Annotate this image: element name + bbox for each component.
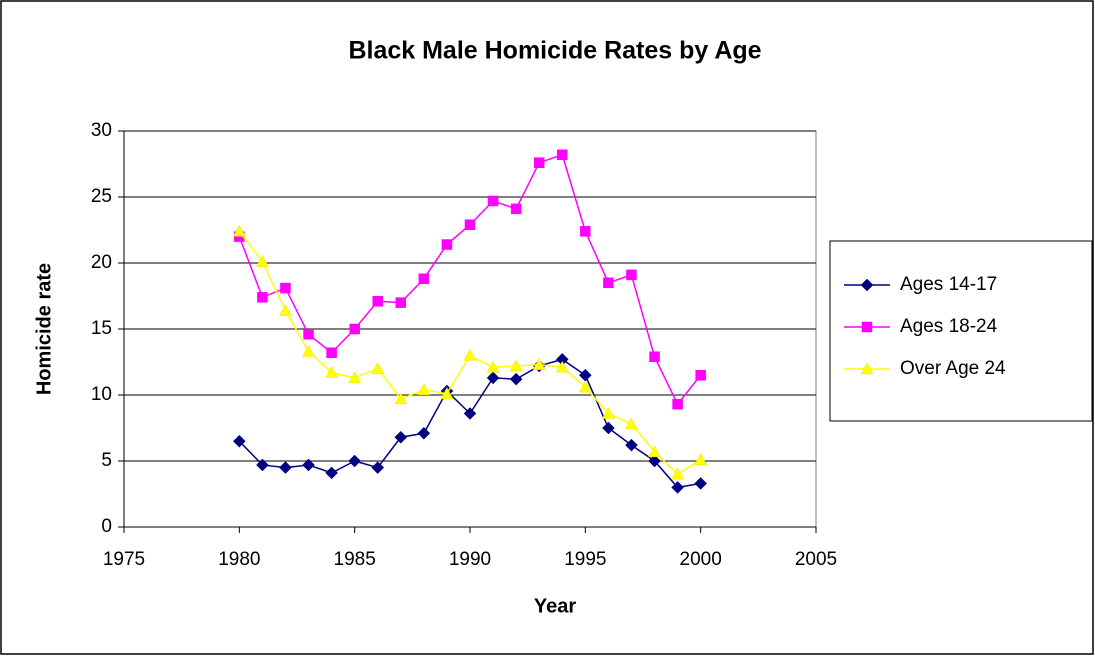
marker bbox=[394, 392, 408, 405]
chart-title: Black Male Homicide Rates by Age bbox=[348, 37, 761, 65]
marker bbox=[648, 454, 661, 468]
marker bbox=[302, 458, 315, 472]
marker bbox=[232, 434, 246, 448]
y-tick-label: 5 bbox=[101, 450, 112, 471]
marker bbox=[695, 369, 706, 381]
x-tick-label: 1995 bbox=[564, 549, 606, 570]
marker bbox=[302, 344, 315, 357]
marker bbox=[279, 303, 292, 316]
y-axis-title: Homicide rate bbox=[33, 263, 55, 395]
y-tick-label: 30 bbox=[91, 120, 112, 141]
marker bbox=[671, 481, 684, 494]
marker bbox=[648, 445, 661, 458]
y-tick-label: 10 bbox=[91, 384, 112, 405]
y-tick-label: 25 bbox=[91, 186, 112, 207]
marker bbox=[257, 292, 268, 303]
marker bbox=[348, 371, 362, 384]
marker bbox=[626, 269, 637, 281]
marker bbox=[395, 297, 407, 308]
marker bbox=[509, 372, 523, 386]
y-tick-label: 15 bbox=[91, 318, 112, 339]
marker bbox=[325, 466, 338, 480]
marker bbox=[372, 296, 383, 307]
marker bbox=[860, 278, 874, 292]
marker bbox=[440, 387, 454, 399]
y-tick-label: 20 bbox=[91, 252, 112, 273]
legend-label: Ages 18-24 bbox=[900, 316, 998, 337]
marker bbox=[671, 467, 685, 480]
marker bbox=[533, 157, 545, 168]
x-axis-title: Year bbox=[534, 595, 576, 617]
marker bbox=[601, 406, 615, 419]
marker bbox=[861, 321, 873, 333]
legend-label: Ages 14-17 bbox=[900, 274, 997, 295]
y-tick-label: 0 bbox=[101, 516, 112, 537]
x-tick-label: 1980 bbox=[218, 549, 260, 570]
marker bbox=[463, 348, 477, 361]
marker bbox=[417, 383, 431, 395]
marker bbox=[557, 149, 568, 161]
marker bbox=[580, 226, 591, 237]
marker bbox=[603, 277, 614, 289]
marker bbox=[625, 438, 638, 452]
marker bbox=[303, 329, 314, 340]
marker bbox=[510, 203, 522, 215]
marker bbox=[279, 461, 292, 474]
marker bbox=[325, 366, 339, 378]
marker bbox=[672, 398, 683, 410]
marker bbox=[394, 430, 408, 444]
x-tick-label: 2000 bbox=[680, 549, 722, 570]
marker bbox=[417, 426, 431, 440]
marker bbox=[694, 453, 708, 465]
legend-label: Over Age 24 bbox=[900, 358, 1006, 379]
marker bbox=[555, 360, 569, 373]
marker bbox=[509, 359, 523, 372]
x-tick-label: 2005 bbox=[795, 549, 837, 570]
x-tick-label: 1990 bbox=[449, 549, 491, 570]
marker bbox=[694, 477, 708, 490]
marker bbox=[578, 380, 592, 393]
marker bbox=[602, 421, 615, 435]
marker bbox=[280, 282, 291, 294]
marker bbox=[256, 458, 269, 472]
marker bbox=[349, 323, 360, 335]
marker bbox=[532, 358, 546, 370]
marker bbox=[486, 371, 500, 385]
marker bbox=[464, 219, 476, 230]
marker bbox=[649, 351, 660, 362]
legend-box bbox=[829, 240, 1093, 422]
marker bbox=[860, 362, 874, 375]
x-tick-label: 1975 bbox=[103, 549, 145, 570]
marker bbox=[371, 362, 385, 374]
x-tick-label: 1985 bbox=[334, 549, 376, 570]
marker bbox=[486, 360, 500, 373]
marker bbox=[326, 347, 337, 359]
marker bbox=[418, 273, 430, 285]
marker bbox=[255, 255, 269, 267]
marker bbox=[232, 224, 246, 237]
marker bbox=[463, 407, 477, 420]
marker bbox=[441, 239, 453, 250]
marker bbox=[625, 417, 638, 430]
marker bbox=[348, 454, 362, 468]
marker bbox=[487, 195, 499, 207]
marker bbox=[371, 461, 385, 474]
